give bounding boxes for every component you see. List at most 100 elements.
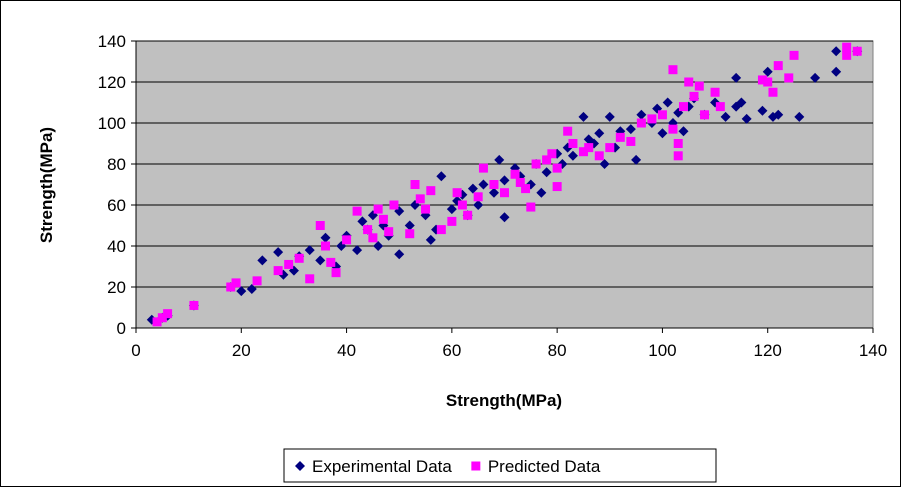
point: [499, 212, 510, 223]
y-tick-label: 0: [117, 319, 126, 338]
point: [694, 81, 704, 91]
point: [320, 232, 331, 243]
point: [321, 241, 331, 251]
point: [463, 210, 473, 220]
point: [662, 97, 673, 108]
point: [389, 200, 399, 210]
point: [768, 87, 778, 97]
point: [552, 163, 562, 173]
point: [842, 50, 852, 60]
y-tick-label: 120: [98, 73, 126, 92]
point: [363, 225, 373, 235]
point: [378, 214, 388, 224]
point: [842, 42, 852, 52]
point: [568, 139, 578, 148]
point: [541, 167, 552, 178]
point: [668, 65, 678, 75]
legend: [283, 448, 717, 483]
point: [246, 284, 257, 295]
point: [273, 247, 284, 258]
y-tick-label: 40: [107, 237, 126, 256]
point: [594, 151, 604, 161]
point: [567, 150, 578, 161]
point: [578, 147, 588, 157]
point: [773, 61, 783, 71]
point: [410, 180, 420, 189]
point: [636, 118, 646, 128]
point: [657, 110, 667, 120]
y-tick-label: 80: [107, 155, 126, 174]
point: [673, 151, 683, 161]
point: [773, 109, 784, 120]
point: [273, 266, 283, 276]
x-tick-label: 80: [548, 341, 567, 360]
point: [599, 159, 610, 169]
point: [710, 87, 720, 97]
point: [331, 268, 341, 278]
point: [421, 204, 431, 214]
point: [720, 111, 731, 122]
point: [257, 255, 268, 266]
point: [294, 253, 304, 263]
point: [352, 206, 362, 216]
point: [467, 183, 478, 194]
point: [789, 50, 799, 60]
point: [647, 114, 657, 124]
point: [405, 229, 415, 239]
point: [384, 227, 394, 237]
point: [563, 126, 573, 136]
point: [315, 221, 325, 230]
point: [831, 66, 842, 77]
point: [784, 73, 794, 83]
point: [478, 163, 488, 173]
point: [715, 102, 725, 112]
point: [473, 192, 483, 202]
y-tick-label: 100: [98, 114, 126, 133]
point: [615, 132, 625, 142]
point: [547, 149, 557, 159]
point: [152, 317, 162, 327]
point: [625, 124, 636, 135]
point: [731, 72, 742, 83]
point: [757, 105, 768, 116]
point: [584, 143, 594, 153]
point: [684, 77, 694, 87]
point: [373, 204, 383, 214]
point: [488, 187, 499, 198]
x-tick-label: 0: [131, 341, 140, 360]
point: [500, 188, 509, 198]
point: [163, 309, 173, 319]
x-tick-label: 20: [232, 341, 251, 360]
point: [510, 169, 520, 179]
point: [831, 46, 842, 57]
y-axis-title: Strength(MPa): [37, 127, 56, 243]
point: [678, 126, 689, 137]
point: [494, 154, 505, 165]
point: [673, 139, 683, 148]
y-tick-label: 140: [98, 32, 126, 51]
point: [700, 110, 710, 120]
point: [473, 200, 484, 210]
point: [284, 259, 294, 269]
y-tick-label: 20: [107, 278, 126, 297]
point: [357, 216, 368, 227]
point: [763, 77, 773, 87]
point: [852, 46, 862, 56]
legend-marker: [295, 461, 305, 471]
point: [526, 202, 536, 212]
point: [452, 188, 462, 198]
x-axis-title: Strength(MPa): [446, 391, 562, 410]
x-tick-label: 100: [648, 341, 676, 360]
point: [757, 75, 767, 85]
point: [626, 136, 636, 146]
point: [578, 111, 589, 122]
point: [304, 245, 315, 256]
point: [189, 300, 199, 310]
point: [657, 128, 668, 139]
point: [636, 109, 647, 120]
legend-marker: [471, 461, 481, 471]
point: [315, 255, 326, 266]
x-tick-label: 120: [754, 341, 782, 360]
point: [478, 179, 489, 190]
